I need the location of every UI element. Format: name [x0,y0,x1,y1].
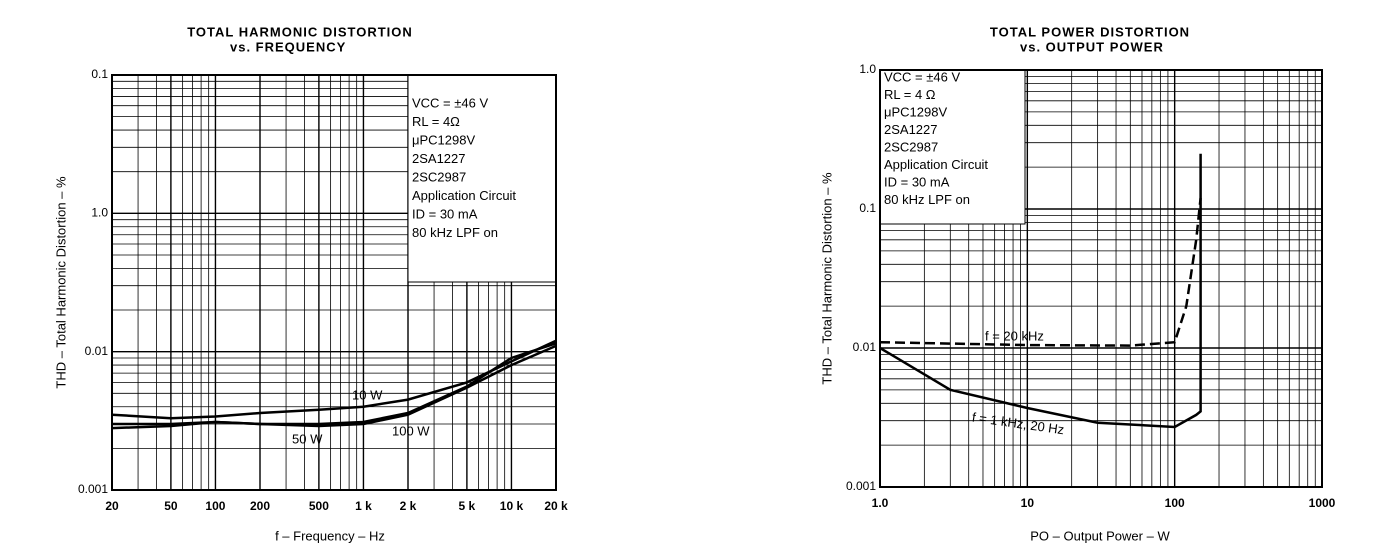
y-tick-label: 0.001 [846,479,876,493]
annotation: RL = 4Ω [412,114,460,129]
y-tick-label: 0.1 [859,201,876,215]
annotation: μPC1298V [412,132,475,147]
annotation: VCC = ±46 V [884,69,960,84]
y-tick-label: 1.0 [859,62,876,76]
annotation: 80 kHz LPF on [884,192,970,207]
annotation: RL = 4 Ω [884,87,936,102]
chart-subtitle: vs. OUTPUT POWER [1020,39,1164,54]
annotation: 2SA1227 [412,151,466,166]
y-axis-label: THD – Total Harmonic Distortion – % [53,176,68,389]
x-tick-label: 20 [105,499,119,513]
x-tick-label: 100 [1165,496,1185,510]
x-tick-label: 1.0 [872,496,889,510]
x-tick-label: 500 [309,499,329,513]
annotation: μPC1298V [884,104,947,119]
x-axis-label: f – Frequency – Hz [275,528,385,543]
curve-label: f = 20 kHz [985,328,1044,343]
annotation: 2SA1227 [884,122,938,137]
plot-frame [111,74,557,491]
x-tick-label: 100 [205,499,225,513]
annotation: Application Circuit [412,188,516,203]
x-tick-label: 5 k [459,499,476,513]
curve-label: 100 W [392,423,430,438]
series-line [879,153,1202,429]
annotation-box [407,74,557,283]
y-tick-label: 0.001 [78,482,108,496]
chart-title: TOTAL HARMONIC DISTORTION [187,24,413,39]
x-axis-label: PO – Output Power – W [1030,528,1170,543]
series-line [111,342,557,430]
x-tick-label: 10 [1021,496,1035,510]
chart-title: TOTAL POWER DISTORTION [990,24,1190,39]
annotation: Application Circuit [884,157,988,172]
x-tick-label: 20 k [544,499,568,513]
x-tick-label: 1 k [355,499,372,513]
y-axis-label: THD – Total Harmonic Distortion – % [819,172,834,385]
x-tick-label: 10 k [500,499,524,513]
annotation: 2SC2987 [412,169,466,184]
annotation-box [879,69,1026,225]
y-tick-label: 0.01 [853,340,877,354]
x-tick-label: 50 [164,499,178,513]
annotation: VCC = ±46 V [412,95,488,110]
y-tick-label: 0.01 [85,344,109,358]
annotation: ID = 30 mA [412,206,478,221]
y-tick-label: 1.0 [91,206,108,220]
series-line [879,197,1202,347]
annotation: 2SC2987 [884,139,938,154]
chart-subtitle: vs. FREQUENCY [230,39,346,54]
curve-label: 10 W [352,387,383,402]
plot-frame [879,69,1323,488]
x-tick-label: 2 k [400,499,417,513]
curve-label: 50 W [292,431,323,446]
annotation: 80 kHz LPF on [412,225,498,240]
y-tick-label: 0.1 [91,67,108,81]
annotation: ID = 30 mA [884,174,950,189]
x-tick-label: 200 [250,499,270,513]
x-tick-label: 1000 [1309,496,1336,510]
